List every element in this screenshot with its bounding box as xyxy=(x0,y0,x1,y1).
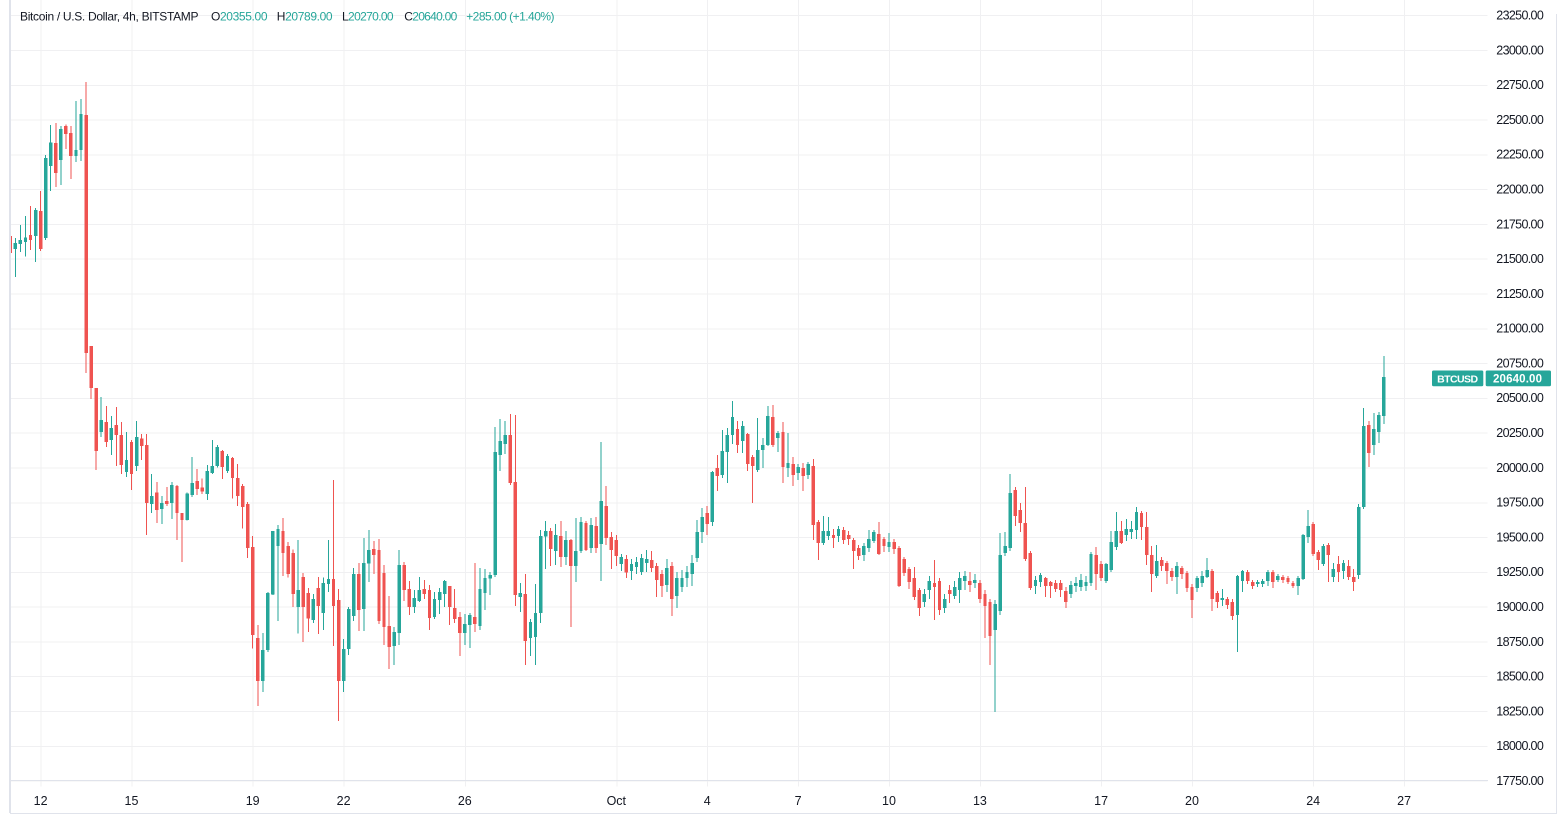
svg-text:19500.00: 19500.00 xyxy=(1496,530,1544,544)
svg-text:18750.00: 18750.00 xyxy=(1496,635,1544,649)
svg-text:22750.00: 22750.00 xyxy=(1496,78,1544,92)
svg-text:21500.00: 21500.00 xyxy=(1496,252,1544,266)
svg-text:18250.00: 18250.00 xyxy=(1496,704,1544,718)
svg-text:22000.00: 22000.00 xyxy=(1496,183,1544,197)
svg-text:7: 7 xyxy=(795,794,802,808)
svg-text:19250.00: 19250.00 xyxy=(1496,565,1544,579)
svg-text:20500.00: 20500.00 xyxy=(1496,391,1544,405)
svg-text:22250.00: 22250.00 xyxy=(1496,148,1544,162)
svg-text:+285.00 (+1.40%): +285.00 (+1.40%) xyxy=(466,10,554,24)
svg-text:26: 26 xyxy=(458,794,472,808)
svg-text:23000.00: 23000.00 xyxy=(1496,43,1544,57)
svg-text:27: 27 xyxy=(1397,794,1411,808)
svg-text:12: 12 xyxy=(34,794,48,808)
svg-text:19750.00: 19750.00 xyxy=(1496,496,1544,510)
svg-text:17750.00: 17750.00 xyxy=(1496,774,1544,788)
svg-text:17: 17 xyxy=(1094,794,1108,808)
svg-text:20000.00: 20000.00 xyxy=(1496,461,1544,475)
svg-text:22: 22 xyxy=(337,794,351,808)
svg-text:19000.00: 19000.00 xyxy=(1496,600,1544,614)
svg-text:O20355.00: O20355.00 xyxy=(211,10,268,24)
svg-text:C20640.00: C20640.00 xyxy=(404,10,457,24)
svg-text:21250.00: 21250.00 xyxy=(1496,287,1544,301)
svg-text:22500.00: 22500.00 xyxy=(1496,113,1544,127)
svg-text:19: 19 xyxy=(246,794,260,808)
svg-text:Bitcoin / U.S. Dollar, 4h, BIT: Bitcoin / U.S. Dollar, 4h, BITSTAMP xyxy=(20,10,199,24)
svg-text:10: 10 xyxy=(882,794,896,808)
svg-text:15: 15 xyxy=(125,794,139,808)
svg-text:20250.00: 20250.00 xyxy=(1496,426,1544,440)
svg-text:20: 20 xyxy=(1185,794,1199,808)
svg-text:H20789.00: H20789.00 xyxy=(277,10,333,24)
svg-text:20750.00: 20750.00 xyxy=(1496,356,1544,370)
svg-text:23250.00: 23250.00 xyxy=(1496,9,1544,23)
svg-text:21750.00: 21750.00 xyxy=(1496,217,1544,231)
svg-text:4: 4 xyxy=(704,794,711,808)
svg-text:BTCUSD: BTCUSD xyxy=(1437,373,1478,385)
svg-text:18500.00: 18500.00 xyxy=(1496,670,1544,684)
svg-text:Oct: Oct xyxy=(607,794,627,808)
svg-text:20640.00: 20640.00 xyxy=(1493,374,1542,386)
svg-text:18000.00: 18000.00 xyxy=(1496,739,1544,753)
svg-text:21000.00: 21000.00 xyxy=(1496,322,1544,336)
svg-text:24: 24 xyxy=(1306,794,1320,808)
svg-text:13: 13 xyxy=(973,794,987,808)
svg-text:L20270.00: L20270.00 xyxy=(342,10,394,24)
